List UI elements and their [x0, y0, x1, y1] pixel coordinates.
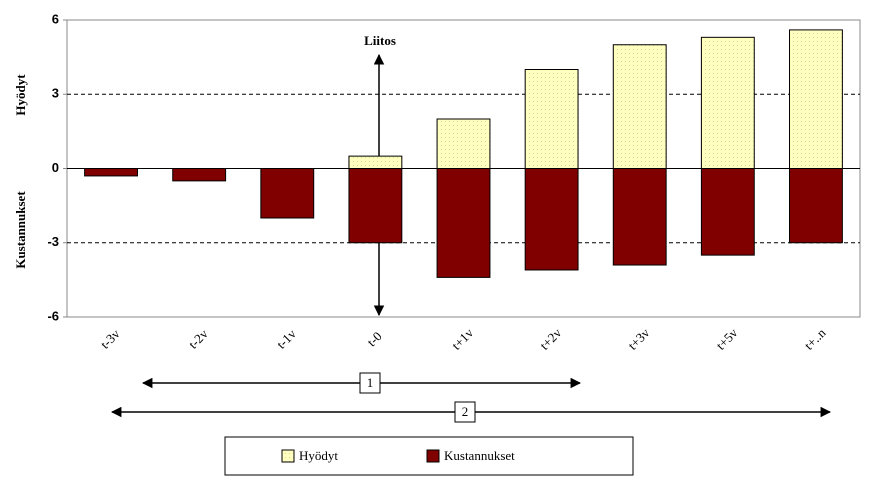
legend-swatch: [426, 449, 440, 463]
bar: [700, 36, 755, 170]
bar: [612, 44, 667, 169]
bar: [348, 155, 403, 169]
x-tick-label: t+2v: [537, 325, 565, 353]
bar: [612, 168, 667, 266]
x-tick-label: t-3v: [97, 326, 123, 352]
x-tick-label: t-1v: [273, 326, 299, 352]
bar: [789, 168, 843, 244]
bar: [524, 69, 579, 169]
y-label-bottom: Kustannukset: [13, 191, 28, 269]
range-box: [359, 372, 381, 394]
y-label-top: Hyödyt: [13, 74, 28, 116]
y-tick-label: 3: [52, 86, 59, 101]
annotation: 1: [367, 375, 374, 390]
bar: [436, 168, 491, 278]
x-tick-label: t-0: [364, 329, 385, 350]
x-tick-label: t+5v: [713, 325, 741, 353]
bar: [172, 168, 227, 182]
bar: [436, 118, 491, 169]
y-tick-label: -6: [47, 308, 59, 323]
legend-label: Hyödyt: [299, 448, 338, 463]
x-tick-label: t+1v: [449, 325, 477, 353]
y-tick-label: 0: [52, 160, 59, 175]
bar: [524, 168, 579, 271]
range-box: [454, 401, 476, 423]
legend-swatch: [281, 449, 295, 463]
y-tick-label: 6: [52, 11, 59, 26]
annotation: Liitos: [364, 33, 396, 48]
annotation: 2: [462, 404, 469, 419]
bar: [789, 29, 843, 170]
x-tick-label: t-2v: [185, 326, 211, 352]
x-tick-label: t+..n: [801, 325, 829, 353]
bar: [84, 168, 138, 177]
bar: [348, 168, 403, 244]
legend-label: Kustannukset: [444, 448, 515, 463]
x-tick-label: t+3v: [625, 325, 653, 353]
bar: [700, 168, 755, 256]
bar: [260, 168, 315, 219]
y-tick-label: -3: [47, 234, 59, 249]
